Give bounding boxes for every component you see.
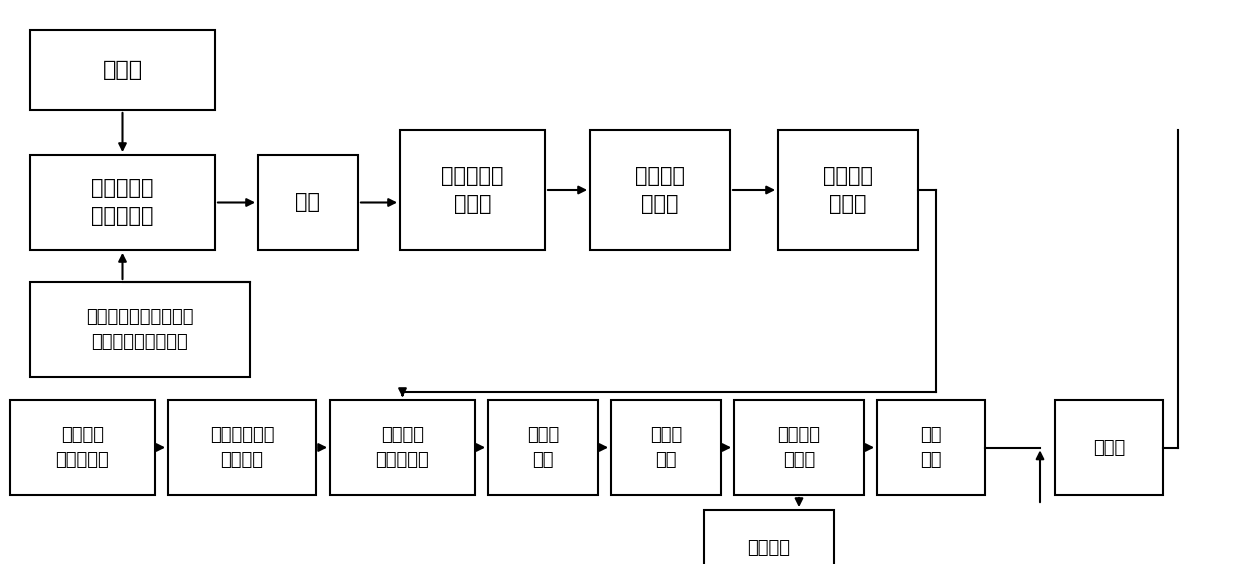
Bar <box>10 400 155 495</box>
Text: 真空或保护气
氛下干燥: 真空或保护气 氛下干燥 <box>210 426 274 469</box>
Bar <box>704 510 835 564</box>
Text: 组装和
预热: 组装和 预热 <box>650 426 682 469</box>
Text: 填充金
属粉: 填充金 属粉 <box>527 426 559 469</box>
Bar <box>401 130 546 250</box>
Text: 高压扭转: 高压扭转 <box>748 539 791 557</box>
Bar <box>1055 400 1163 495</box>
Text: 冷轧
变形: 冷轧 变形 <box>920 426 941 469</box>
Bar <box>258 155 358 250</box>
Text: 累积叠轧
与裁剪: 累积叠轧 与裁剪 <box>777 426 821 469</box>
Text: 泡沫金属
表面酸处理: 泡沫金属 表面酸处理 <box>56 426 109 469</box>
Text: 双氧水: 双氧水 <box>103 60 143 80</box>
Bar <box>330 400 475 495</box>
Text: 乳化机分散
并静置: 乳化机分散 并静置 <box>441 166 503 214</box>
Bar <box>30 30 215 110</box>
Text: 浸泡: 浸泡 <box>295 192 320 213</box>
Bar <box>489 400 598 495</box>
Bar <box>30 282 250 377</box>
Text: 热处理: 热处理 <box>1092 438 1125 456</box>
Text: 超声分散
并静置: 超声分散 并静置 <box>635 166 684 214</box>
Bar <box>777 130 918 250</box>
Bar <box>877 400 985 495</box>
Bar <box>734 400 864 495</box>
Bar <box>611 400 720 495</box>
Text: 负载碳相
薄膜并干燥: 负载碳相 薄膜并干燥 <box>376 426 429 469</box>
Bar <box>590 130 730 250</box>
Bar <box>30 155 215 250</box>
Text: 加热预处理
除杂和水分: 加热预处理 除杂和水分 <box>92 178 154 227</box>
Text: 纳米碳相（纳米碳管，
石墨烯，纳米碳粉）: 纳米碳相（纳米碳管， 石墨烯，纳米碳粉） <box>87 308 193 351</box>
Text: 机械搅拌
并静置: 机械搅拌 并静置 <box>823 166 873 214</box>
Bar <box>167 400 316 495</box>
